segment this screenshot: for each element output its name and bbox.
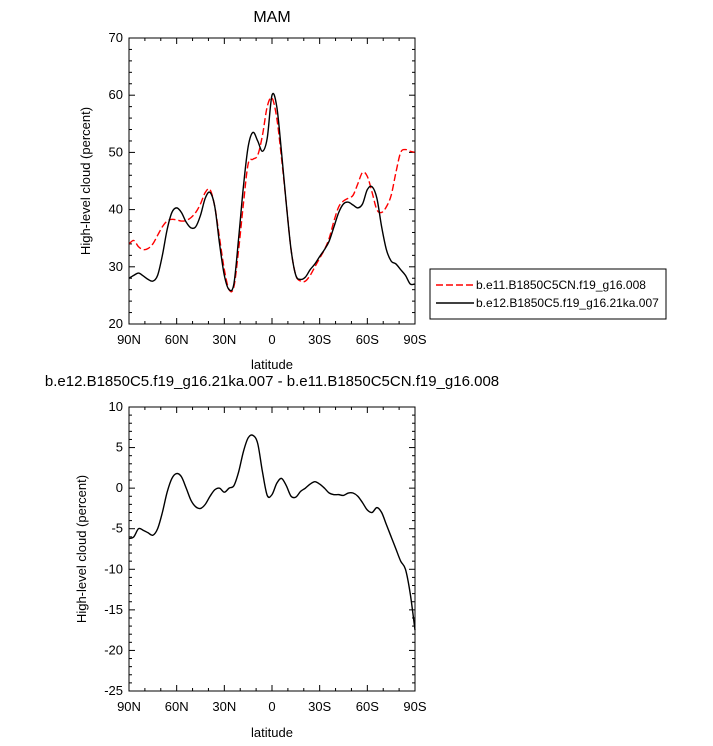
bottom-chart-x-axis-label: latitude bbox=[251, 725, 293, 740]
top-chart-legend: b.e11.B1850C5CN.f19_g16.008 b.e12.B1850C… bbox=[429, 268, 667, 320]
y-tick-label: -25 bbox=[104, 683, 123, 698]
x-tick-label: 90N bbox=[117, 332, 141, 347]
y-tick-label: 70 bbox=[109, 30, 123, 45]
top-chart-ticks: 90N 60N 30N 0 30S 60S 90S 20 30 40 50 60 70 bbox=[109, 30, 427, 347]
x-tick-label: 30S bbox=[308, 332, 331, 347]
top-chart-plot-frame bbox=[128, 37, 416, 325]
y-tick-label: -5 bbox=[111, 521, 123, 536]
x-tick-label: 60N bbox=[165, 332, 189, 347]
x-tick-label: 30N bbox=[212, 699, 236, 714]
y-tick-label: 5 bbox=[116, 440, 123, 455]
x-tick-label: 60N bbox=[165, 699, 189, 714]
y-tick-label: 30 bbox=[109, 259, 123, 274]
y-tick-label: -10 bbox=[104, 561, 123, 576]
bottom-chart-title: b.e12.B1850C5.f19_g16.21ka.007 - b.e11.B… bbox=[45, 373, 499, 390]
x-tick-label: 90N bbox=[117, 699, 141, 714]
y-tick-label: -20 bbox=[104, 642, 123, 657]
bottom-chart-panel: b.e12.B1850C5.f19_g16.21ka.007 - b.e11.B… bbox=[45, 373, 499, 740]
x-tick-label: 90S bbox=[403, 332, 426, 347]
y-tick-label: 60 bbox=[109, 87, 123, 102]
y-tick-label: 50 bbox=[109, 144, 123, 159]
y-tick-label: 20 bbox=[109, 316, 123, 331]
x-tick-label: 0 bbox=[268, 332, 275, 347]
bottom-chart-ticks: 90N 60N 30N 0 30S 60S 90S -25 -20 -15 -10 -5 0 5 10 bbox=[104, 399, 427, 714]
x-tick-label: 30N bbox=[212, 332, 236, 347]
y-tick-label: 0 bbox=[116, 480, 123, 495]
top-chart-x-axis-label: latitude bbox=[251, 357, 293, 372]
top-chart-y-axis-label: High-level cloud (percent) bbox=[78, 107, 93, 255]
x-tick-label: 60S bbox=[356, 699, 379, 714]
top-chart-series bbox=[128, 92, 416, 293]
series-line-1 bbox=[128, 434, 416, 631]
y-tick-label: 10 bbox=[109, 399, 123, 414]
bottom-chart-y-axis-label: High-level cloud (percent) bbox=[74, 475, 89, 623]
top-chart-title: MAM bbox=[253, 9, 290, 26]
legend-label-series-2: b.e12.B1850C5.f19_g16.21ka.007 bbox=[476, 296, 659, 310]
x-tick-label: 60S bbox=[356, 332, 379, 347]
legend-label-series-1: b.e11.B1850C5CN.f19_g16.008 bbox=[476, 278, 646, 292]
series-line-1 bbox=[128, 96, 416, 293]
top-chart-panel: MAM High-level cloud (percent) latitude … bbox=[78, 9, 427, 372]
series-line-2 bbox=[128, 92, 416, 292]
x-tick-label: 90S bbox=[403, 699, 426, 714]
y-tick-label: -15 bbox=[104, 602, 123, 617]
bottom-chart-plot-frame bbox=[128, 406, 416, 692]
y-tick-label: 40 bbox=[109, 202, 123, 217]
x-tick-label: 30S bbox=[308, 699, 331, 714]
legend-box bbox=[429, 268, 667, 320]
bottom-chart-series bbox=[128, 434, 416, 631]
x-tick-label: 0 bbox=[268, 699, 275, 714]
